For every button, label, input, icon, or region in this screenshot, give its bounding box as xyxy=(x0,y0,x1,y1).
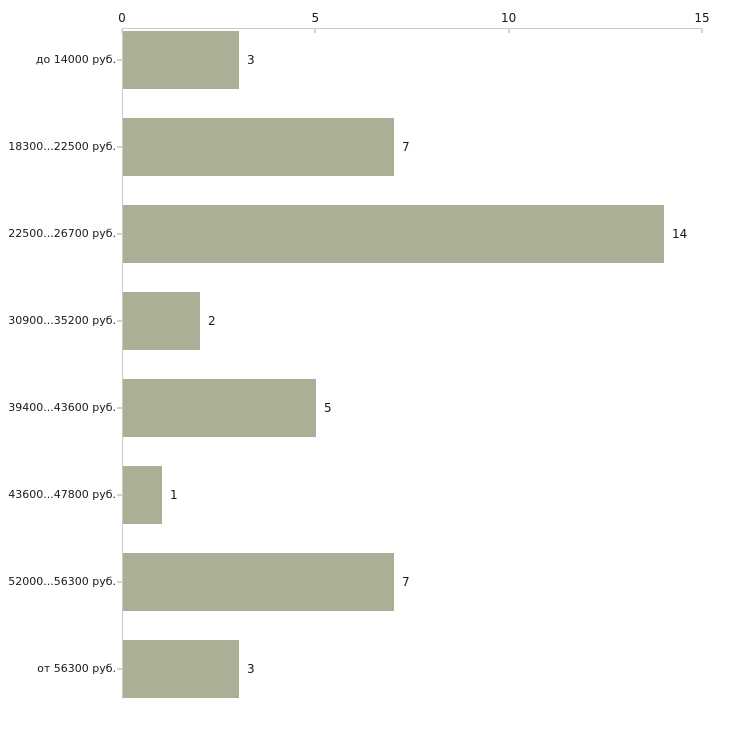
bar xyxy=(123,292,200,350)
bar xyxy=(123,553,394,611)
y-axis-tick xyxy=(117,59,122,61)
bar-value-label: 2 xyxy=(208,314,216,328)
y-axis-tick xyxy=(117,146,122,148)
category-label: до 14000 руб. xyxy=(35,53,116,66)
x-axis-tick xyxy=(701,29,703,33)
y-axis-tick xyxy=(117,494,122,496)
bar xyxy=(123,31,239,89)
category-label: 43600...47800 руб. xyxy=(8,488,116,501)
bar-value-label: 7 xyxy=(402,140,410,154)
bar-value-label: 14 xyxy=(672,227,688,241)
bar xyxy=(123,640,239,698)
bar-value-label: 3 xyxy=(247,662,255,676)
y-axis-tick xyxy=(117,233,122,235)
y-axis-tick xyxy=(117,320,122,322)
x-axis-tick xyxy=(314,29,317,33)
bar-value-label: 3 xyxy=(247,53,255,67)
bar xyxy=(123,379,316,437)
x-axis-tick-label: 15 xyxy=(694,11,710,25)
bar xyxy=(123,205,664,263)
category-label: 52000...56300 руб. xyxy=(8,575,116,588)
bar xyxy=(123,466,162,524)
bar-value-label: 1 xyxy=(170,488,178,502)
category-label: 39400...43600 руб. xyxy=(8,401,116,414)
bar-value-label: 7 xyxy=(402,575,410,589)
category-label: от 56300 руб. xyxy=(37,662,116,675)
x-axis-tick xyxy=(121,29,123,33)
bar xyxy=(123,118,394,176)
y-axis-tick xyxy=(117,668,122,670)
y-axis-line xyxy=(122,28,123,699)
x-axis-tick-label: 5 xyxy=(311,11,320,25)
category-label: 18300...22500 руб. xyxy=(8,140,116,153)
x-axis-tick-label: 0 xyxy=(118,11,126,25)
x-axis-tick-label: 10 xyxy=(501,11,517,25)
x-axis-tick xyxy=(507,29,510,33)
y-axis-tick xyxy=(117,407,122,409)
x-axis-line xyxy=(122,28,702,29)
y-axis-tick xyxy=(117,581,122,583)
category-label: 22500...26700 руб. xyxy=(8,227,116,240)
category-label: 30900...35200 руб. xyxy=(8,314,116,327)
bar-value-label: 5 xyxy=(324,401,332,415)
